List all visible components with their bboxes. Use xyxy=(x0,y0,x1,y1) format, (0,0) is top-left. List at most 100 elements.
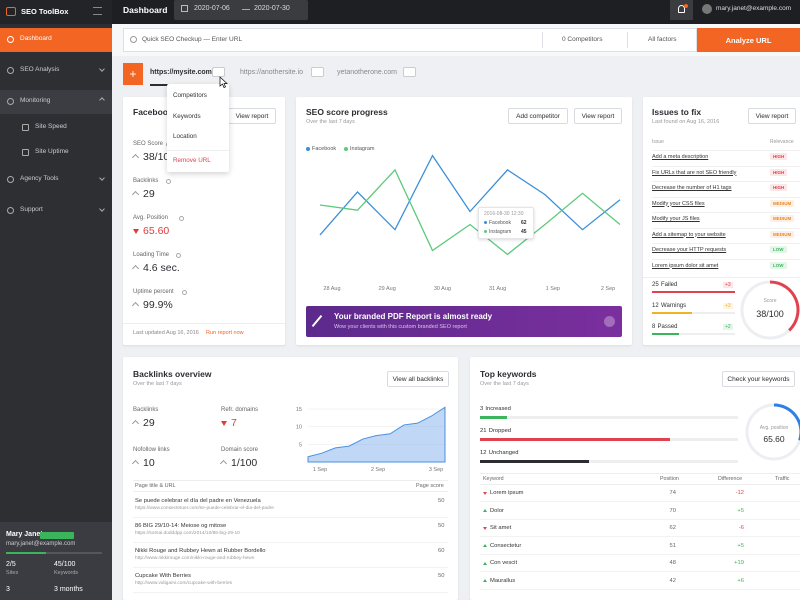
metric-value: 1/100 xyxy=(231,457,258,469)
dropdown-item[interactable]: Keywords xyxy=(173,113,201,120)
keyword: Con vescit xyxy=(490,560,518,566)
menu-icon xyxy=(22,149,29,156)
table-divider xyxy=(133,491,448,492)
menu-label: Monitoring xyxy=(20,97,51,104)
area xyxy=(307,406,446,463)
trend-icon xyxy=(483,509,487,512)
page-score: 50 xyxy=(438,498,445,504)
issue-link[interactable]: Decrease your HTTP requests xyxy=(652,247,727,253)
row-divider xyxy=(133,567,448,568)
issue-link[interactable]: Lorem ipsum dolor sit amet xyxy=(652,262,719,269)
stat-value: 3 xyxy=(6,586,10,593)
summary-change: +2 xyxy=(723,324,733,330)
menu-item[interactable] xyxy=(0,91,112,109)
dropdown-item[interactable]: Competitors xyxy=(173,92,207,99)
trend-icon xyxy=(483,561,487,565)
relevance-badge: MEDIUM xyxy=(770,215,795,222)
tooltip-dot xyxy=(484,221,487,224)
series-line xyxy=(319,168,621,256)
url-tab[interactable]: https://anothersite.io xyxy=(240,69,304,76)
gauge-caption: Score xyxy=(763,298,776,304)
menu-item[interactable] xyxy=(0,29,112,47)
legend-dot xyxy=(344,147,348,151)
summary-count: 25 xyxy=(652,282,659,288)
metric-value: 65.60 xyxy=(143,225,170,237)
date-picker xyxy=(174,0,308,20)
user-badge xyxy=(40,532,74,539)
page-title: Dashboard xyxy=(123,5,168,15)
trend-icon xyxy=(483,579,487,582)
add-competitor-button[interactable]: Add competitor xyxy=(508,108,568,124)
bell-button[interactable] xyxy=(670,0,693,20)
line-chart: 28 Aug 29 Aug 30 Aug 31 Aug 1 Sep 2 Sep xyxy=(319,154,621,292)
stat-value: 3 months xyxy=(54,586,83,593)
view-report-button[interactable]: View report xyxy=(748,108,796,124)
metric-label: Backlinks xyxy=(133,407,159,413)
info-icon xyxy=(165,178,171,184)
row-divider xyxy=(133,517,448,518)
logo-icon xyxy=(6,7,16,16)
dropdown-item[interactable]: Remove URL xyxy=(173,157,211,164)
usage-fill xyxy=(6,552,46,554)
check-keywords-button[interactable]: Check your keywords xyxy=(722,371,795,387)
x-tick-label: 28 Aug xyxy=(323,286,340,292)
relevance-badge: LOW xyxy=(770,261,787,269)
issue-link[interactable]: Add a meta description xyxy=(652,154,709,160)
issue-link[interactable]: Modify your CSS files xyxy=(652,200,705,207)
summary-label: Failed xyxy=(661,282,678,288)
relevance-badge: MEDIUM xyxy=(770,199,795,207)
date-to: 2020-07-30 xyxy=(254,5,290,12)
backlinks-card: Backlinks overview Over the last 7 days Vi… xyxy=(123,357,458,600)
usage-track xyxy=(6,552,102,554)
issue-link[interactable]: Fix URLs that are not SEO friendly xyxy=(652,169,737,176)
row-divider xyxy=(480,501,800,502)
tab-menu[interactable] xyxy=(311,67,324,77)
competitors-select[interactable]: 0 Competitors xyxy=(562,36,603,43)
relevance-badge: HIGH xyxy=(770,184,788,191)
issue-link[interactable]: Decrease the number of H1 tags xyxy=(652,185,732,191)
issue-link[interactable]: Modify your JS files xyxy=(652,216,700,222)
table-divider xyxy=(133,480,448,481)
calendar-icon xyxy=(181,5,188,12)
card-subtitle: Over the last 7 days xyxy=(480,381,529,387)
search-input[interactable] xyxy=(123,28,697,52)
menu-icon xyxy=(7,67,14,74)
bar-count: 3 xyxy=(480,406,484,412)
issue-link[interactable]: Add a sitemap to your website xyxy=(652,231,726,238)
position: 70 xyxy=(669,507,676,514)
page-url: http://www.nikkirouge.com/nikki-rouge-an… xyxy=(135,556,255,561)
metric-label: Avg. Position xyxy=(133,215,168,221)
dropdown-item[interactable]: Location xyxy=(173,133,197,140)
brand-bar xyxy=(0,0,112,24)
card-title: Issues to fix xyxy=(652,107,702,117)
section-divider xyxy=(643,277,800,278)
metric-label: SEO Score xyxy=(133,141,164,147)
difference: +19 xyxy=(734,560,744,566)
page-title: Cupcake With Berries xyxy=(135,573,192,579)
url-tab[interactable]: https://mysite.com xyxy=(150,69,212,76)
factors-select[interactable]: All factors xyxy=(648,36,677,43)
keyword-bar xyxy=(480,438,670,441)
summary-change: +3 xyxy=(723,282,733,288)
run-report-link[interactable]: Run report now xyxy=(206,330,244,336)
difference: -6 xyxy=(738,525,744,531)
analyze-button[interactable]: Analyze URL xyxy=(697,28,800,52)
wand-icon xyxy=(311,314,323,328)
banner-title: Your branded PDF Report is almost ready xyxy=(334,312,493,321)
menu-divider xyxy=(167,150,229,151)
view-report-button[interactable]: View report xyxy=(574,108,622,124)
row-divider xyxy=(652,150,800,151)
menu-icon xyxy=(7,207,14,214)
view-report-button[interactable]: View report xyxy=(228,108,276,124)
menu-item[interactable] xyxy=(0,200,112,218)
tab-menu[interactable] xyxy=(403,67,416,77)
add-tab[interactable]: + xyxy=(123,63,143,85)
view-all-button[interactable]: View all backlinks xyxy=(387,371,449,387)
tab-menu[interactable] xyxy=(212,67,225,77)
summary-bar xyxy=(652,291,735,293)
metric-value: 7 xyxy=(231,417,237,429)
url-tab[interactable]: yetanotherone.com xyxy=(337,69,397,76)
legend-label: Facebook xyxy=(312,146,337,152)
score-gauge: Score 38/100 xyxy=(740,280,800,340)
